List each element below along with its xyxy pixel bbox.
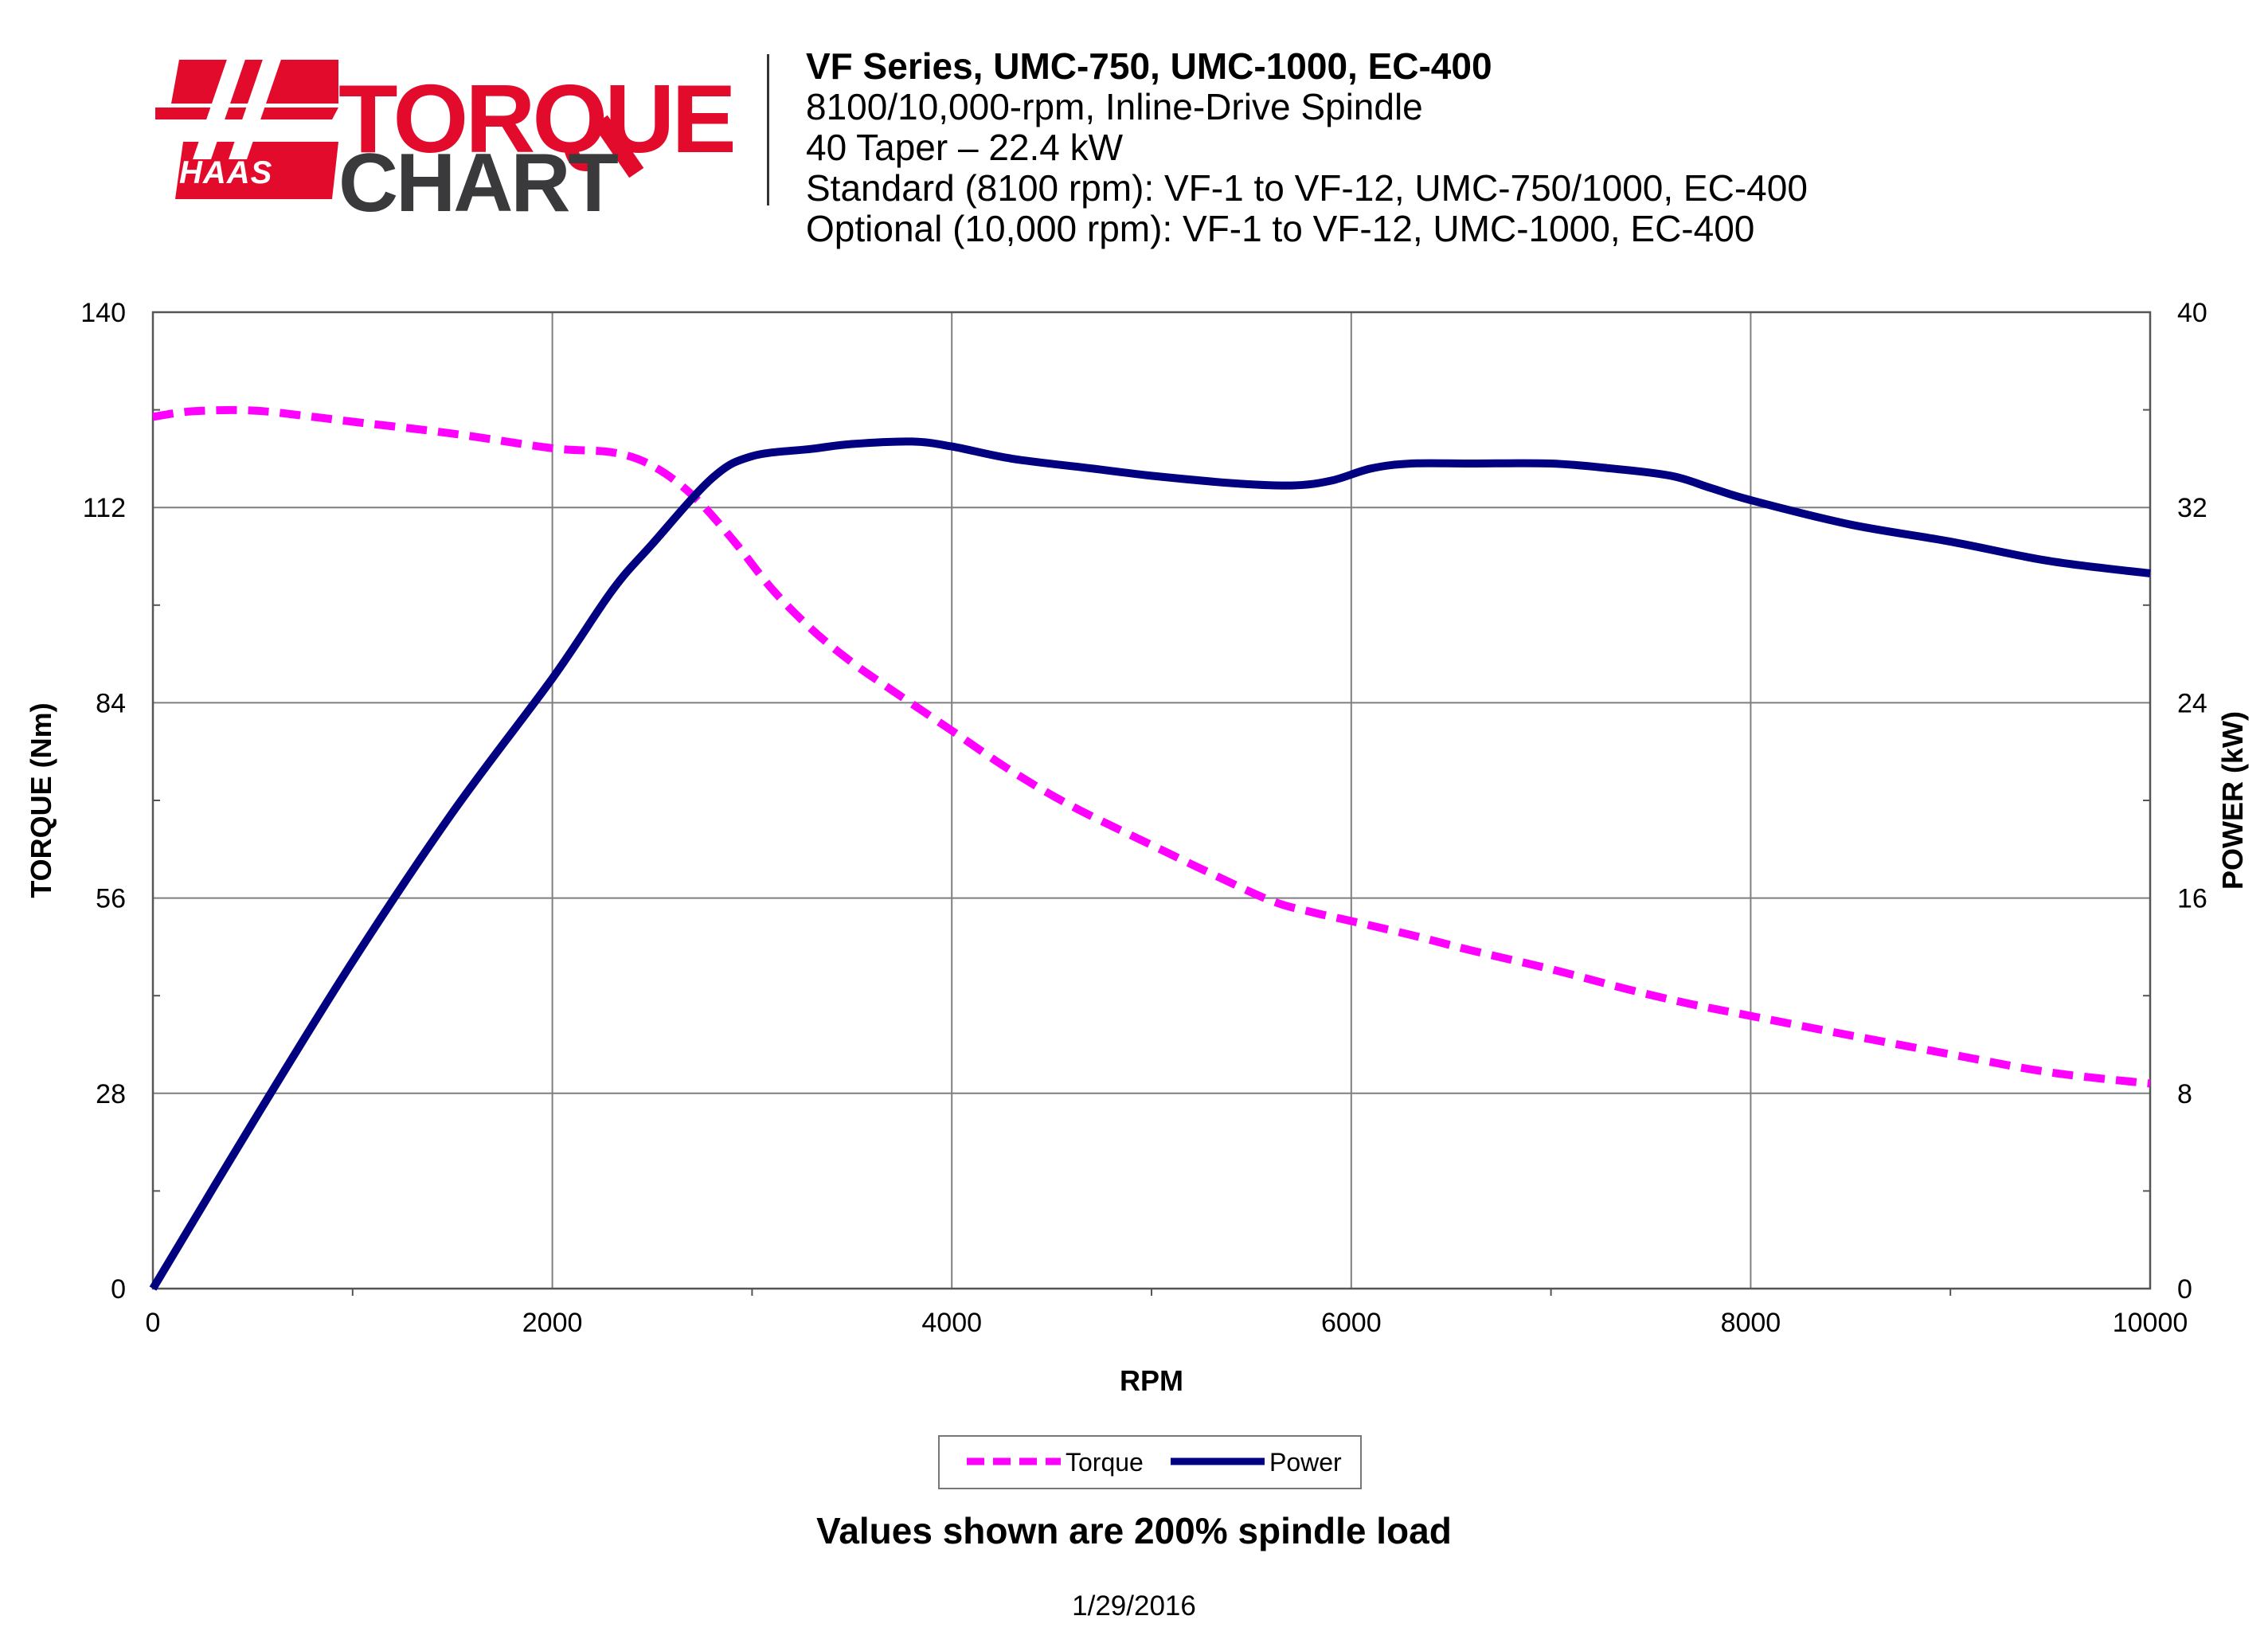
y-left-tick-label: 84: [96, 688, 126, 718]
x-tick-label: 6000: [1321, 1308, 1382, 1338]
logo-word-chart: CHART: [338, 137, 619, 229]
y-left-tick-label: 28: [96, 1079, 126, 1109]
y-right-tick-label: 16: [2177, 884, 2207, 914]
legend: Torque Power: [938, 1435, 1362, 1489]
y-right-axis-label: POWER (kW): [2216, 711, 2249, 890]
y-left-tick-label: 140: [80, 298, 126, 328]
header-divider: [767, 54, 769, 205]
y-right-tick-label: 0: [2177, 1274, 2192, 1305]
plot-area-border: [151, 311, 2152, 1290]
x-tick-label: 4000: [921, 1308, 982, 1338]
y-left-tick-label: 56: [96, 884, 126, 914]
y-left-tick-label: 0: [111, 1274, 126, 1305]
x-tick-label: 0: [146, 1308, 161, 1338]
y-right-tick-label: 24: [2177, 688, 2207, 718]
x-tick-label: 10000: [2113, 1308, 2188, 1338]
logo-brand-haas: HAAS: [179, 155, 273, 190]
legend-label-torque: Torque: [1066, 1448, 1144, 1477]
header-line-optional: Optional (10,000 rpm): VF-1 to VF-12, UM…: [806, 208, 1755, 249]
haas-logo-mark: [155, 48, 338, 199]
y-right-tick-label: 8: [2177, 1079, 2192, 1109]
y-right-tick-label: 40: [2177, 298, 2207, 328]
series-line-torque: [152, 405, 2151, 1088]
x-tick-label: 2000: [522, 1308, 583, 1338]
legend-swatch-torque: [967, 1457, 1061, 1465]
torque-power-chart: 0 2000 4000 6000 8000 10000028568411214008162…: [25, 298, 2249, 1397]
legend-swatch-power: [1171, 1457, 1265, 1465]
chart-header: VF Series, UMC-750, UMC-1000, EC-400 810…: [806, 46, 1808, 249]
header-line-standard: Standard (8100 rpm): VF-1 to VF-12, UMC-…: [806, 167, 1808, 209]
legend-label-power: Power: [1269, 1448, 1342, 1477]
magnifier-icon: [592, 115, 644, 178]
header-line-spindle: 8100/10,000-rpm, Inline-Drive Spindle: [806, 86, 1423, 127]
x-axis-label: RPM: [1120, 1364, 1183, 1397]
y-right-tick-label: 32: [2177, 493, 2207, 523]
series-line-power: [149, 437, 2151, 1291]
chart-title: VF Series, UMC-750, UMC-1000, EC-400: [806, 45, 1492, 87]
spindle-load-note: Values shown are 200% spindle load: [816, 1510, 1452, 1551]
logo-word-torque: TORQUE: [338, 65, 737, 173]
y-left-tick-label: 112: [83, 493, 126, 523]
chart-date: 1/29/2016: [1072, 1590, 1196, 1622]
haas-torque-chart-logo: TORQUE CHART HAAS: [155, 48, 737, 225]
header-line-taper: 40 Taper – 22.4 kW: [806, 127, 1124, 168]
y-left-axis-label: TORQUE (Nm): [25, 702, 57, 898]
x-tick-label: 8000: [1721, 1308, 1781, 1338]
